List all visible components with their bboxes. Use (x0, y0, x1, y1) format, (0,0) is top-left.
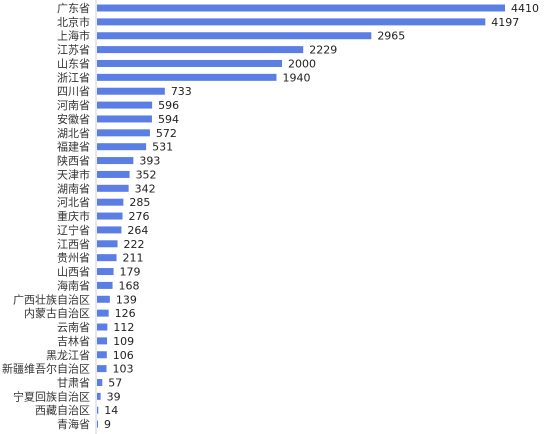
value-label: 264 (127, 224, 148, 237)
category-label: 广东省 (57, 2, 90, 15)
value-label: 222 (124, 238, 145, 251)
value-label: 4197 (491, 16, 519, 29)
category-label: 上海市 (57, 29, 90, 43)
value-label: 594 (158, 113, 179, 126)
bar (97, 87, 165, 95)
category-label: 广西壮族自治区 (13, 292, 90, 306)
bar (97, 406, 99, 414)
bar (97, 337, 108, 345)
value-label: 57 (108, 376, 122, 389)
value-label: 596 (158, 99, 179, 112)
value-label: 285 (129, 196, 150, 209)
category-label: 北京市 (57, 15, 90, 29)
value-label: 103 (113, 363, 134, 376)
bar (97, 281, 113, 289)
bar (97, 323, 108, 331)
category-label: 甘肃省 (57, 376, 90, 389)
bar (97, 254, 117, 262)
bar (97, 115, 152, 123)
category-label: 海南省 (57, 278, 90, 292)
category-label: 云南省 (57, 321, 90, 334)
category-label: 湖南省 (57, 182, 90, 195)
bar (97, 268, 114, 276)
value-label: 39 (107, 390, 121, 403)
category-label: 贵州省 (57, 252, 90, 265)
bar (97, 295, 110, 303)
value-label: 2229 (309, 44, 337, 57)
bar (97, 18, 486, 26)
value-label: 352 (136, 168, 157, 181)
value-label: 1940 (282, 71, 310, 84)
value-label: 109 (113, 335, 134, 348)
value-label: 2000 (288, 57, 316, 70)
category-label: 江苏省 (57, 44, 90, 57)
category-label: 福建省 (57, 140, 90, 154)
value-label: 14 (104, 404, 118, 417)
value-label: 393 (139, 155, 160, 168)
value-label: 179 (120, 266, 141, 279)
bar (97, 365, 107, 373)
bar (97, 129, 150, 137)
category-label: 青海省 (57, 417, 90, 431)
category-label: 辽宁省 (57, 223, 90, 237)
category-label: 山西省 (57, 266, 90, 279)
bar (97, 392, 101, 400)
category-label: 新疆维吾尔自治区 (2, 362, 90, 376)
value-label: 2965 (377, 30, 405, 43)
category-label: 黑龙江省 (46, 349, 90, 362)
bar (97, 184, 129, 192)
bar (97, 157, 134, 165)
value-label: 9 (104, 418, 111, 431)
value-label: 342 (135, 182, 156, 195)
value-label: 572 (156, 127, 177, 140)
bar (97, 226, 122, 234)
value-label: 211 (123, 252, 144, 265)
value-label: 276 (129, 210, 150, 223)
value-label: 531 (152, 141, 173, 154)
bar (97, 198, 124, 206)
value-label: 733 (171, 85, 192, 98)
category-label: 四川省 (57, 85, 90, 98)
bar (97, 73, 277, 81)
category-label: 天津市 (57, 167, 90, 181)
bar (97, 240, 118, 248)
category-label: 宁夏回族自治区 (13, 389, 90, 403)
bar (97, 32, 372, 40)
bar (97, 378, 103, 386)
bar (97, 420, 98, 428)
bar (97, 46, 304, 54)
bar (97, 309, 109, 317)
value-label: 139 (116, 293, 137, 306)
category-label: 内蒙古自治区 (24, 306, 90, 320)
bar (97, 212, 123, 220)
category-label: 湖北省 (57, 127, 90, 140)
category-label: 吉林省 (57, 334, 90, 348)
value-label: 106 (113, 349, 134, 362)
bar (97, 351, 107, 359)
category-label: 安徽省 (57, 112, 90, 126)
bar (97, 59, 283, 67)
bar (97, 4, 505, 12)
category-label: 河南省 (57, 99, 90, 112)
category-label: 陕西省 (57, 154, 90, 168)
value-label: 112 (113, 321, 134, 334)
category-label: 浙江省 (57, 71, 90, 84)
category-label: 西藏自治区 (35, 403, 90, 417)
category-label: 江西省 (57, 238, 90, 251)
category-label: 重庆市 (57, 209, 90, 223)
category-label: 河北省 (57, 196, 90, 209)
value-label: 4410 (511, 2, 539, 15)
category-label: 山东省 (57, 57, 90, 70)
bar (97, 170, 130, 178)
value-label: 126 (115, 307, 136, 320)
value-label: 168 (119, 279, 140, 292)
bar (97, 101, 153, 109)
bar (97, 143, 147, 151)
